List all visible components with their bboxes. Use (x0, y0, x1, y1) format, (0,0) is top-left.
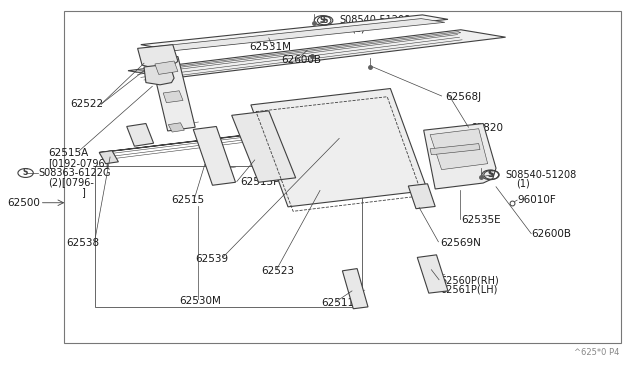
Text: 62538: 62538 (66, 238, 99, 247)
Text: 62535E: 62535E (461, 215, 500, 225)
Text: 62515P: 62515P (240, 177, 280, 187)
Text: 62522: 62522 (70, 99, 104, 109)
Polygon shape (127, 124, 154, 146)
Text: 62531M: 62531M (250, 42, 292, 51)
Text: (1): (1) (516, 178, 529, 188)
Polygon shape (163, 91, 183, 103)
Text: ]: ] (81, 187, 85, 197)
Polygon shape (134, 32, 461, 73)
Text: S08540-51208: S08540-51208 (339, 16, 410, 25)
Text: 62560P(RH): 62560P(RH) (440, 276, 499, 286)
Text: 62515A: 62515A (48, 148, 88, 157)
Text: [0192-0796]: [0192-0796] (48, 158, 109, 168)
Polygon shape (146, 19, 445, 51)
Polygon shape (144, 64, 174, 85)
Text: 62600B: 62600B (531, 230, 571, 239)
Text: 62515: 62515 (172, 195, 205, 205)
Text: 62500: 62500 (8, 198, 40, 208)
Text: 62539: 62539 (195, 254, 228, 263)
Polygon shape (417, 255, 448, 293)
Text: (2)[0796-: (2)[0796- (48, 177, 94, 187)
Text: 62523: 62523 (261, 266, 294, 276)
Polygon shape (138, 45, 178, 69)
Polygon shape (342, 269, 368, 309)
Polygon shape (168, 123, 184, 132)
Polygon shape (151, 57, 195, 131)
Text: (1): (1) (351, 23, 364, 33)
Text: ^625*0 P4: ^625*0 P4 (574, 348, 620, 357)
Bar (95, 166, 362, 307)
Text: 62561P(LH): 62561P(LH) (440, 285, 498, 294)
Text: 62511A: 62511A (321, 298, 362, 308)
Polygon shape (430, 129, 488, 170)
Text: S: S (320, 16, 325, 25)
Text: 96010F: 96010F (517, 195, 556, 205)
Text: S: S (23, 169, 28, 177)
Text: S: S (488, 170, 493, 179)
Polygon shape (251, 89, 428, 207)
Text: 62820: 62820 (470, 124, 504, 133)
Polygon shape (232, 111, 296, 182)
Polygon shape (141, 15, 448, 49)
Bar (64, 11, 621, 343)
Polygon shape (99, 123, 346, 153)
Polygon shape (408, 184, 435, 209)
Text: 62569N: 62569N (440, 238, 481, 247)
Polygon shape (193, 126, 236, 185)
Polygon shape (128, 30, 506, 78)
Text: S08363-6122G: S08363-6122G (38, 168, 111, 178)
Polygon shape (320, 123, 357, 145)
Polygon shape (99, 151, 118, 164)
Text: 62530M: 62530M (179, 296, 221, 305)
Text: S: S (489, 170, 494, 179)
Text: S08540-51208: S08540-51208 (506, 170, 577, 180)
Polygon shape (430, 144, 480, 155)
Polygon shape (424, 124, 496, 189)
Text: 62568J: 62568J (445, 92, 481, 102)
Polygon shape (155, 61, 178, 74)
Text: 62600B: 62600B (282, 55, 322, 64)
Text: S: S (323, 16, 328, 25)
